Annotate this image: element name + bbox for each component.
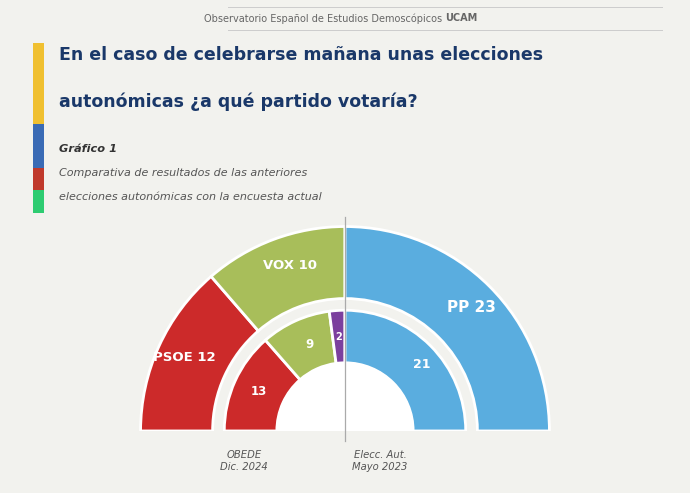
Text: Observatorio Español de Estudios Demoscópicos: Observatorio Español de Estudios Demoscó… [204,13,445,24]
Text: 21: 21 [413,358,431,371]
Bar [33,42,44,124]
Bar [33,168,44,190]
Text: UCAM: UCAM [445,13,477,24]
Text: PP 23: PP 23 [447,300,496,316]
Bar [34,431,656,493]
Text: OBEDE
Dic. 2024: OBEDE Dic. 2024 [220,451,268,472]
Text: En el caso de celebrarse mañana unas elecciones: En el caso de celebrarse mañana unas ele… [59,46,543,64]
Text: VOX 10: VOX 10 [263,259,317,272]
Text: 13: 13 [251,386,267,398]
Wedge shape [141,277,258,431]
Text: Gráfico 1: Gráfico 1 [59,144,117,154]
Text: autonómicas ¿a qué partido votaría?: autonómicas ¿a qué partido votaría? [59,93,417,111]
Circle shape [277,363,413,493]
Text: 9: 9 [306,338,314,352]
Wedge shape [345,310,466,431]
Text: Comparativa de resultados de las anteriores: Comparativa de resultados de las anterio… [59,168,307,178]
Wedge shape [329,310,345,363]
Text: PSOE 12: PSOE 12 [152,351,215,364]
Text: elecciones autonómicas con la encuesta actual: elecciones autonómicas con la encuesta a… [59,192,322,202]
Text: Elecc. Aut.
Mayo 2023: Elecc. Aut. Mayo 2023 [353,451,408,472]
Wedge shape [266,311,336,380]
Text: 2: 2 [335,332,342,342]
Wedge shape [345,226,549,431]
Wedge shape [224,340,300,431]
Wedge shape [211,226,345,331]
Bar [33,190,44,212]
Bar [33,124,44,168]
